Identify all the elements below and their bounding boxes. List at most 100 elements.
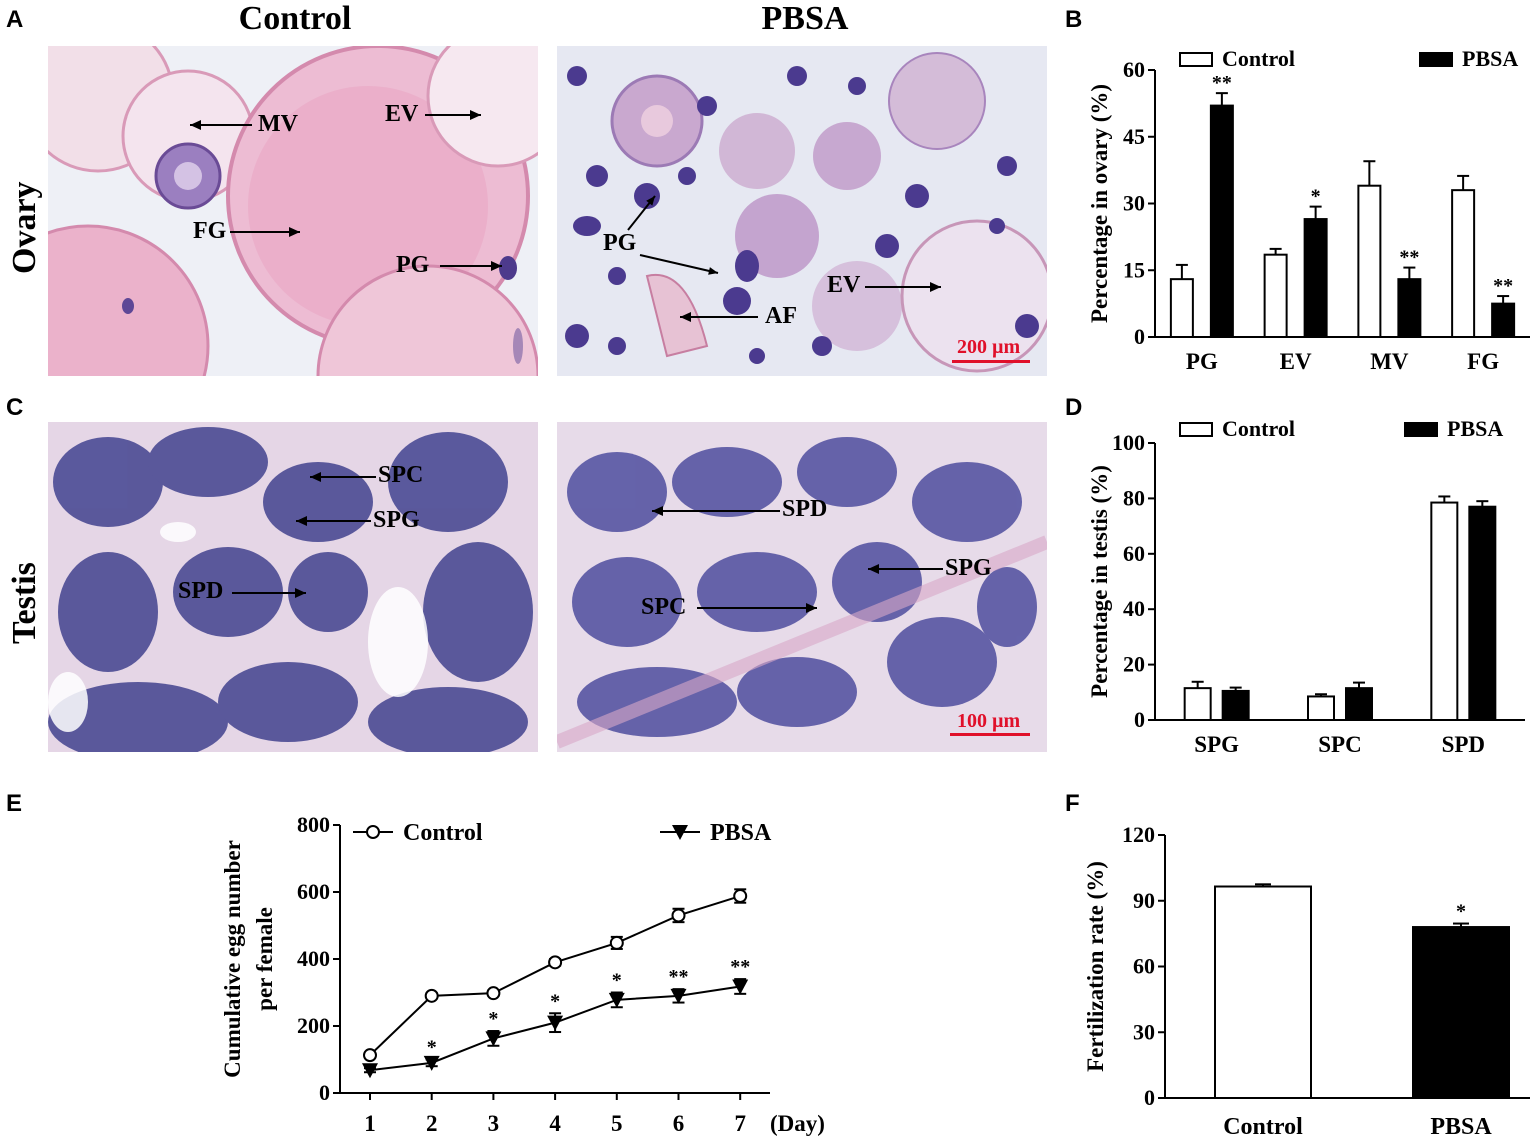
chart-f-y-axis-label: Fertilization rate (%)	[1083, 861, 1108, 1072]
chart-d-y-tick-label: 80	[1123, 485, 1145, 510]
chart-e-x-axis-label: (Day)	[770, 1111, 825, 1136]
chart-e-point-pbsa	[670, 988, 687, 1004]
arrow-spg-pbsa	[868, 568, 943, 570]
chart-e-significance: **	[669, 966, 689, 988]
chart-e-legend-marker-pbsa	[672, 825, 688, 840]
chart-b-bar-control	[1169, 278, 1194, 338]
chart-d-y-axis-label: Percentage in testis (%)	[1087, 465, 1112, 698]
chart-b-legend-label-control: Control	[1222, 46, 1295, 71]
column-heading-control: Control	[238, 0, 352, 37]
chart-b-y-tick-label: 15	[1123, 257, 1145, 282]
chart-e-point-control	[671, 908, 686, 923]
chart-d-legend-label-control: Control	[1222, 416, 1295, 441]
panel-letter-c: C	[6, 394, 24, 421]
chart-e-legend-label-pbsa: PBSA	[710, 820, 772, 846]
chart-d-x-tick-label: SPC	[1318, 732, 1361, 757]
chart-f-significance: *	[1456, 901, 1466, 923]
chart-b-bar-control	[1451, 189, 1476, 338]
label-ev-pbsa: EV	[827, 272, 861, 298]
panel-letter-e: E	[6, 790, 23, 817]
testis-scale-label: 100 µm	[957, 710, 1021, 732]
chart-d-x-tick-label: SPD	[1442, 732, 1485, 757]
chart-e-x-tick-label: 4	[549, 1111, 561, 1136]
chart-d-legend-swatch-pbsa	[1404, 422, 1438, 437]
chart-b-significance: **	[1399, 247, 1419, 269]
ovary-control-micrograph	[48, 46, 538, 376]
chart-e-y-tick-label: 600	[297, 879, 330, 904]
chart-b-bar-pbsa	[1491, 302, 1516, 338]
chart-e-point-pbsa	[485, 1031, 502, 1047]
chart-e-x-tick-label: 2	[426, 1111, 438, 1136]
testis-control-micrograph	[48, 422, 538, 752]
chart-f-x-tick-label: Control	[1223, 1114, 1303, 1139]
arrow-ev-pbsa	[865, 286, 941, 288]
chart-d-bar-pbsa	[1345, 687, 1373, 721]
chart-e-y-tick-label: 800	[297, 812, 330, 837]
chart-e-significance: *	[612, 970, 622, 992]
chart-f-bar-control	[1214, 885, 1312, 1099]
chart-e-legend-label-control: Control	[403, 820, 483, 846]
chart-e-point-control	[609, 935, 624, 950]
chart-b-significance: **	[1493, 275, 1513, 297]
testis-scale-bar	[950, 733, 1030, 736]
chart-b-legend-swatch-pbsa	[1419, 52, 1453, 67]
label-mv: MV	[258, 111, 298, 137]
column-heading-pbsa: PBSA	[761, 0, 849, 37]
chart-e-significance: *	[488, 1008, 498, 1030]
chart-d-bar-pbsa	[1468, 505, 1497, 721]
chart-f-y-tick-label: 90	[1133, 888, 1155, 913]
chart-b-bar-pbsa	[1303, 218, 1328, 338]
label-pg-pbsa: PG	[603, 230, 637, 256]
chart-f-y-tick-label: 30	[1133, 1019, 1155, 1044]
panel-letter-b: B	[1065, 6, 1083, 33]
chart-d-x-tick-label: SPG	[1194, 732, 1239, 757]
chart-e-point-pbsa	[362, 1063, 378, 1079]
chart-e-point-pbsa	[547, 1015, 564, 1031]
panel-letter-f: F	[1065, 790, 1080, 817]
chart-e-significance: *	[427, 1037, 437, 1059]
chart-e-significance: *	[550, 990, 560, 1012]
chart-b-x-tick-label: PG	[1186, 349, 1218, 374]
arrow-mv	[190, 124, 252, 126]
chart-d-bar-control	[1307, 695, 1335, 721]
label-spg-pbsa: SPG	[945, 555, 992, 581]
label-af: AF	[765, 303, 797, 329]
chart-e-point-control	[363, 1048, 377, 1063]
chart-d-y-tick-label: 60	[1123, 541, 1145, 566]
label-fg: FG	[193, 218, 227, 244]
chart-e-y-axis-label-line2: per female	[252, 907, 277, 1011]
chart-e-point-control	[424, 988, 439, 1003]
chart-b-significance: *	[1311, 186, 1321, 208]
arrow-spd	[232, 592, 306, 594]
arrow-spg	[296, 520, 371, 522]
chart-e-point-pbsa	[608, 992, 625, 1008]
chart-d-testis-stages: 0 20 40 60 80 100 SPG SPC SPD Percentage in testi…	[1075, 410, 1530, 770]
panel-letter-a: A	[6, 6, 24, 33]
chart-f-x-tick-label: PBSA	[1430, 1114, 1492, 1139]
chart-b-x-tick-label: EV	[1280, 349, 1312, 374]
chart-d-legend-label-pbsa: PBSA	[1447, 416, 1503, 441]
chart-b-significance: **	[1212, 72, 1232, 94]
chart-b-bar-control	[1263, 253, 1288, 338]
chart-f-fertilization: 0 30 60 90 120 Control PBSA * Fertilization rate…	[1075, 800, 1530, 1140]
chart-e-x-tick-label: 1	[364, 1111, 376, 1136]
chart-d-bar-control	[1183, 687, 1212, 721]
arrow-ev	[425, 114, 481, 116]
label-spg: SPG	[373, 507, 420, 533]
label-spc-pbsa: SPC	[641, 594, 687, 620]
label-spc: SPC	[378, 462, 424, 488]
chart-e-point-pbsa	[423, 1055, 440, 1071]
chart-d-y-tick-label: 20	[1123, 652, 1145, 677]
chart-e-point-control	[548, 955, 563, 970]
chart-d-bar-pbsa	[1221, 689, 1250, 722]
ovary-scale-bar	[952, 360, 1030, 363]
label-spd-pbsa: SPD	[782, 496, 828, 522]
chart-f-y-tick-label: 0	[1144, 1085, 1155, 1110]
arrow-fg	[230, 231, 300, 233]
chart-d-bar-control	[1430, 501, 1459, 722]
chart-e-cumulative-eggs: 0 200 400 600 800 1 2 3 4 5 6 7 (Day) * * * * ** ** Cumulat…	[210, 800, 850, 1139]
arrow-pg	[440, 265, 502, 267]
chart-d-legend-swatch-control	[1179, 422, 1213, 437]
chart-f-y-tick-label: 120	[1122, 822, 1155, 847]
chart-b-y-tick-label: 30	[1123, 191, 1145, 216]
